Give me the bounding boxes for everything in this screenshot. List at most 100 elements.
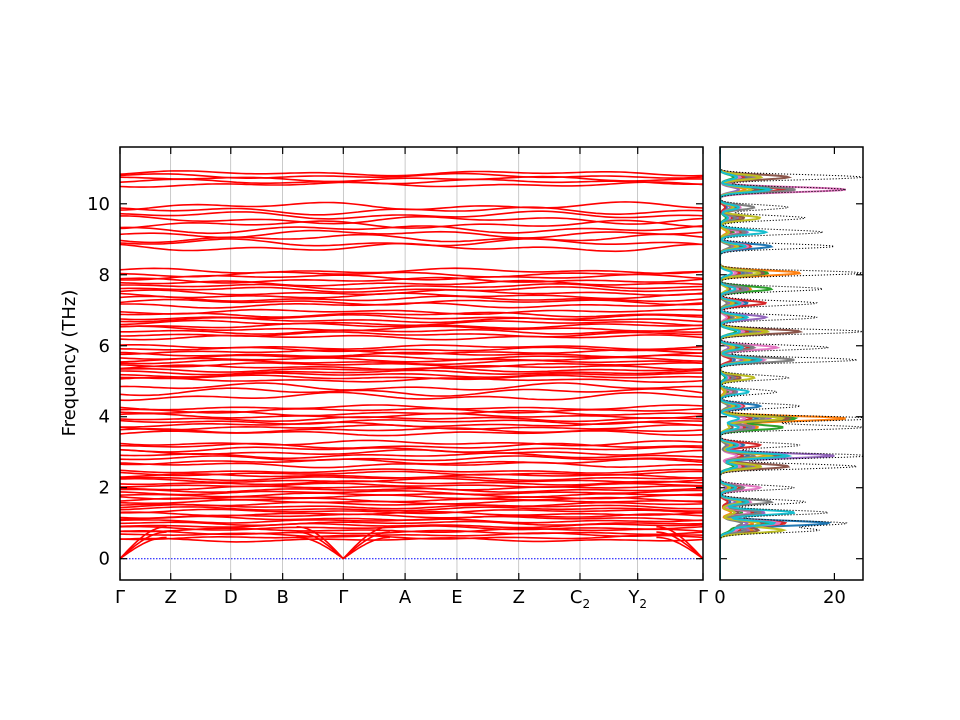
phonon-band [120, 382, 703, 391]
acoustic-branch [342, 536, 390, 560]
phonon-band [120, 455, 703, 462]
kpath-label-subscript: 2 [582, 597, 590, 611]
phonon-band [120, 412, 703, 419]
phonon-band [120, 344, 703, 351]
phonon-band [120, 331, 703, 338]
phonon-band [120, 525, 703, 531]
acoustic-branch [296, 536, 344, 560]
phonon-band [120, 225, 703, 235]
phonon-band [120, 446, 703, 453]
phonon-band [120, 496, 703, 503]
phonon-band [120, 506, 703, 512]
dos-x-tick-label: 20 [823, 587, 846, 608]
phonon-band [120, 286, 703, 293]
phonon-band [120, 439, 703, 447]
y-tick-label: 0 [99, 549, 110, 570]
phonon-band [120, 515, 703, 522]
phonon-band [120, 279, 703, 287]
acoustic-branch [656, 536, 703, 560]
phonon-band [120, 270, 703, 278]
kpath-label-subscript: 2 [639, 597, 647, 611]
phonon-band [120, 492, 703, 498]
phonon-band [120, 391, 703, 402]
phonon-band [120, 314, 703, 321]
acoustic-branch [656, 531, 703, 560]
phonon-band [120, 364, 703, 371]
phonon-band [120, 170, 703, 177]
phonon-band [120, 267, 703, 275]
acoustic-branch [120, 526, 167, 560]
phonon-band [120, 328, 703, 335]
phonon-band [120, 201, 703, 211]
phonon-band [120, 480, 703, 486]
phonon-band [120, 282, 703, 290]
phonon-band [120, 427, 703, 434]
acoustic-branch [656, 526, 703, 560]
phonon-band [120, 407, 703, 414]
phonon-band [120, 468, 703, 474]
phonon-band [120, 489, 703, 496]
phonon-band [120, 215, 703, 225]
kpath-label: Γ [115, 587, 125, 608]
phonon-band [120, 536, 703, 543]
dos-panel: 0 20 [714, 146, 864, 608]
phonon-band [120, 458, 703, 466]
y-tick-label: 4 [99, 407, 110, 428]
phonon-band [120, 351, 703, 358]
phonon-band [120, 416, 703, 423]
dos-plot-frame [719, 146, 864, 581]
phonon-band [120, 359, 703, 366]
phonon-band [120, 442, 703, 450]
phonon-band [120, 470, 703, 477]
phonon-band [120, 276, 703, 284]
band-plot-frame [119, 146, 704, 581]
y-tick-label: 8 [99, 265, 110, 286]
acoustic-branch [120, 531, 167, 560]
phonon-band [120, 289, 703, 296]
kpath-label: Z [513, 587, 525, 608]
phonon-band [120, 308, 703, 315]
acoustic-branch [120, 536, 167, 560]
kpath-label: Γ [338, 587, 348, 608]
phonon-band [120, 238, 703, 247]
acoustic-branch [296, 526, 344, 560]
phonon-band [120, 510, 703, 517]
phonon-band [120, 298, 703, 306]
phonon-band [120, 175, 703, 183]
phonon-band [120, 404, 703, 411]
acoustic-branch [342, 526, 390, 560]
frequency-axis-ticks: 0 2 4 6 8 10 [87, 194, 863, 570]
phonon-band [120, 534, 703, 541]
phonon-band [120, 494, 703, 500]
phonon-band [120, 520, 703, 527]
partial-dos-curve [720, 147, 796, 580]
phonon-band [120, 499, 703, 505]
y-axis-label: Frequency (THz) [59, 290, 80, 437]
phonon-band [120, 477, 703, 484]
acoustic-branch [342, 531, 390, 560]
phonon-band [120, 419, 703, 425]
kpath-label: Γ [698, 587, 708, 608]
phonon-band [120, 311, 703, 318]
kpath-label: E [451, 587, 462, 608]
phonon-band [120, 487, 703, 493]
phonon-band [120, 181, 703, 188]
phonon-band [120, 325, 703, 332]
total-dos-curve [720, 147, 863, 580]
phonon-band [120, 482, 703, 488]
phonon-band [120, 485, 703, 491]
y-tick-label: 10 [87, 194, 110, 215]
kpath-label: D [224, 587, 238, 608]
kpath-dividers [170, 147, 639, 580]
phonon-band [120, 508, 703, 515]
phonon-band [120, 376, 703, 383]
kpath-label: Z [165, 587, 177, 608]
dos-curves [720, 147, 863, 580]
phonon-band [120, 178, 703, 185]
phonon-band [120, 527, 703, 533]
y-tick-label: 6 [99, 336, 110, 357]
phonon-band [120, 372, 703, 378]
acoustic-branch [296, 531, 344, 560]
